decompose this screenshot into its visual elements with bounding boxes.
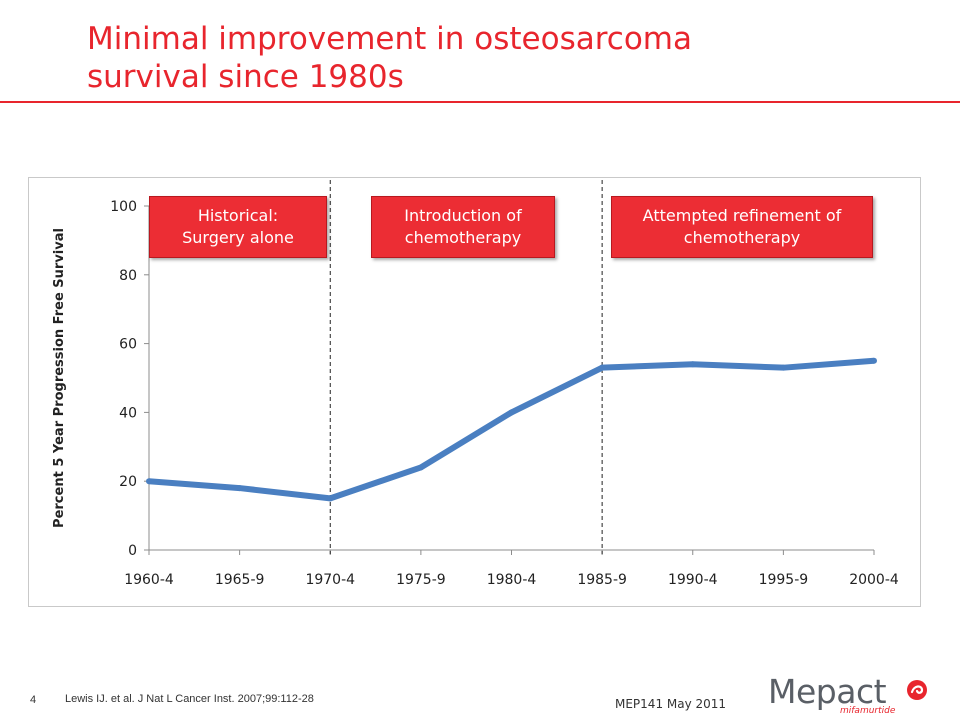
data-point (689, 361, 696, 368)
survival-line-chart: 0 20 40 60 80 100 1960-4 1965-9 1970-4 1975-9 1980… (52, 180, 899, 588)
data-point (327, 495, 334, 502)
phase-box-refinement-line1: Attempted refinement of (642, 206, 842, 225)
data-point (236, 485, 243, 492)
y-tick-label: 80 (119, 268, 137, 284)
phase-box-chemotherapy: Introduction of chemotherapy (371, 196, 555, 258)
data-point (417, 464, 424, 471)
data-point (599, 364, 606, 371)
x-tick-label: 1980-4 (487, 572, 537, 588)
x-tick-label: 1960-4 (124, 572, 174, 588)
y-tick-label: 20 (119, 474, 137, 490)
phase-box-historical-line1: Historical: (197, 206, 279, 225)
y-tick-label: 100 (110, 199, 137, 215)
x-tick-label: 1975-9 (396, 572, 446, 588)
y-tick-label: 0 (128, 543, 137, 559)
citation: Lewis IJ. et al. J Nat L Cancer Inst. 20… (65, 693, 314, 705)
x-tick-label: 1970-4 (305, 572, 355, 588)
phase-box-chemotherapy-line1: Introduction of (404, 206, 522, 225)
x-tick-label: 1995-9 (759, 572, 809, 588)
title-line-2: survival since 1980s (87, 59, 404, 95)
footer-code: MEP141 May 2011 (615, 697, 727, 711)
phase-box-refinement-line2: chemotherapy (683, 228, 801, 247)
x-tick-label: 2000-4 (849, 572, 899, 588)
x-tick-label: 1965-9 (215, 572, 265, 588)
x-tick-label: 1990-4 (668, 572, 718, 588)
data-point (508, 409, 515, 416)
y-tick-label: 40 (119, 405, 137, 421)
logo-word: Mepact (768, 672, 887, 711)
phase-box-historical: Historical: Surgery alone (149, 196, 327, 258)
logo-swirl-icon (907, 680, 927, 700)
data-point (871, 357, 877, 364)
phase-box-historical-line2: Surgery alone (182, 228, 294, 247)
phase-box-refinement: Attempted refinement of chemotherapy (611, 196, 873, 258)
data-point (146, 478, 152, 485)
chart-frame: 0 20 40 60 80 100 1960-4 1965-9 1970-4 1975-9 1980… (28, 177, 921, 607)
series-line (148, 357, 875, 502)
slide-title: Minimal improvement in osteosarcoma surv… (87, 20, 907, 96)
phase-box-chemotherapy-line2: chemotherapy (404, 228, 522, 247)
x-tick-label: 1985-9 (577, 572, 627, 588)
slide-number: 4 (30, 694, 37, 706)
y-tick-label: 60 (119, 337, 137, 353)
mepact-logo: Mepact mifamurtide (768, 672, 938, 718)
logo-subtitle: mifamurtide (840, 706, 896, 716)
title-divider (0, 101, 960, 103)
y-axis-title: Percent 5 Year Progression Free Survival (52, 228, 67, 528)
title-line-1: Minimal improvement in osteosarcoma (87, 21, 692, 57)
data-point (780, 364, 787, 371)
